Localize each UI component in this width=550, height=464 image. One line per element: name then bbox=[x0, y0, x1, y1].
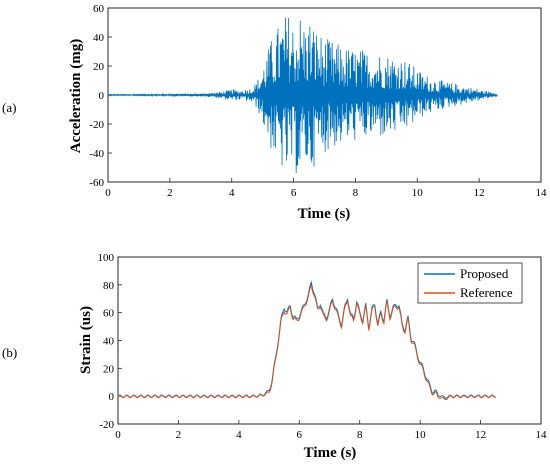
y-tick-label: 40 bbox=[103, 336, 115, 348]
x-tick-label: 14 bbox=[536, 187, 548, 199]
ticks-a: 0 2 4 6 8 10 12 14 -60 -40 -20 0 20 40 60 bbox=[89, 3, 547, 199]
y-tick-label: -60 bbox=[89, 177, 104, 189]
x-tick-label: 10 bbox=[412, 187, 424, 199]
legend: Proposed Reference bbox=[417, 262, 523, 304]
panel-label-a: (a) bbox=[2, 100, 16, 115]
x-tick-label: 4 bbox=[236, 429, 242, 441]
y-tick-label: 60 bbox=[103, 308, 115, 320]
y-axis-label-a: Acceleration (mg) bbox=[68, 39, 84, 154]
x-tick-label: 4 bbox=[229, 187, 235, 199]
y-tick-label: 0 bbox=[99, 90, 105, 102]
y-tick-label: 40 bbox=[93, 32, 105, 44]
x-axis-label-a: Time (s) bbox=[298, 206, 351, 222]
y-axis-label-b: Strain (us) bbox=[78, 306, 94, 374]
x-tick-label: 8 bbox=[357, 429, 363, 441]
y-tick-label: 80 bbox=[103, 280, 115, 292]
x-tick-label: 12 bbox=[474, 187, 485, 199]
y-tick-label: -20 bbox=[89, 119, 104, 131]
x-tick-label: 14 bbox=[536, 429, 548, 441]
x-tick-label: 6 bbox=[291, 187, 297, 199]
acceleration-series-line bbox=[107, 17, 498, 174]
legend-box bbox=[417, 262, 523, 304]
y-tick-label: 100 bbox=[98, 252, 115, 264]
x-tick-label: 0 bbox=[115, 429, 121, 441]
x-tick-label: 0 bbox=[105, 187, 111, 199]
y-tick-label: 0 bbox=[109, 391, 115, 403]
x-tick-label: 6 bbox=[297, 429, 303, 441]
acceleration-panel: (a) 0 2 4 6 8 10 12 14 -60 -40 -20 0 20 40 60 Time (s)… bbox=[2, 3, 547, 222]
y-tick-label: 60 bbox=[93, 3, 105, 15]
x-tick-label: 10 bbox=[415, 429, 427, 441]
legend-label-proposed: Proposed bbox=[460, 266, 509, 281]
reference-series-line bbox=[117, 284, 496, 401]
x-tick-label: 12 bbox=[475, 429, 486, 441]
x-axis-label-b: Time (s) bbox=[304, 445, 357, 461]
x-tick-label: 2 bbox=[176, 429, 182, 441]
y-tick-label: -20 bbox=[99, 419, 114, 431]
y-tick-label: 20 bbox=[93, 61, 105, 73]
x-tick-label: 2 bbox=[167, 187, 173, 199]
panel-label-b: (b) bbox=[2, 345, 17, 360]
x-tick-label: 8 bbox=[353, 187, 359, 199]
y-tick-label: 20 bbox=[103, 363, 115, 375]
legend-label-reference: Reference bbox=[460, 285, 513, 300]
y-tick-label: -40 bbox=[89, 148, 104, 160]
